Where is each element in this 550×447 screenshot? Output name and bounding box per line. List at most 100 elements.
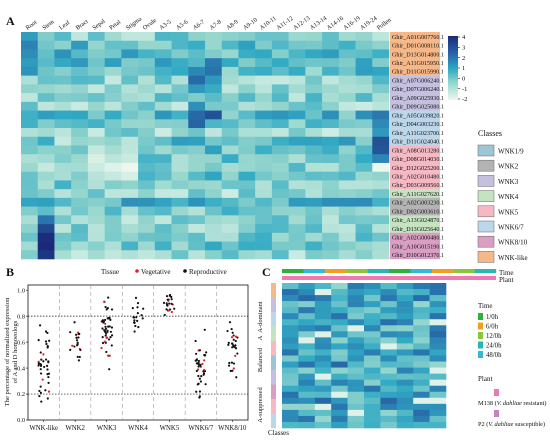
panel-b-point	[231, 369, 234, 372]
heatmap-a-cell	[188, 154, 206, 164]
heatmap-a-cell	[138, 32, 156, 42]
heatmap-c-cell	[282, 361, 299, 368]
heatmap-a-cell	[121, 250, 139, 260]
heatmap-c-cell	[331, 283, 348, 290]
heatmap-a-cell	[171, 215, 189, 225]
heatmap-a-cell	[104, 171, 122, 181]
heatmap-c-cell	[347, 313, 365, 320]
panel-b-point	[102, 321, 105, 324]
heatmap-a-cell	[21, 215, 39, 225]
heatmap-a-cell	[271, 197, 289, 207]
heatmap-a-cell	[154, 93, 172, 103]
heatmap-a-cell	[104, 128, 122, 138]
panel-b-point	[47, 375, 50, 379]
heatmap-a-cell	[37, 49, 55, 59]
heatmap-a-cell	[238, 128, 256, 138]
heatmap-a-cell	[171, 206, 189, 216]
heatmap-a-cell	[37, 241, 55, 251]
legend-vegetative-dot	[135, 269, 139, 273]
heatmap-a-cell	[372, 58, 390, 68]
heatmap-a-cell	[238, 189, 256, 199]
heatmap-a-cell	[121, 40, 139, 50]
heatmap-a-cell	[338, 189, 356, 199]
heatmap-a-cell	[71, 93, 89, 103]
gene-label-bg	[390, 154, 440, 164]
heatmap-c-cell	[347, 343, 365, 350]
heatmap-a-cell	[338, 49, 356, 59]
panel-b-label: B	[6, 265, 14, 279]
heatmap-a-cell	[338, 206, 356, 216]
heatmap-a-cell	[121, 66, 139, 76]
heatmap-a-cell	[121, 128, 139, 138]
heatmap-a-cell	[54, 128, 72, 138]
heatmap-c-cell	[282, 343, 299, 350]
heatmap-a-cell	[355, 206, 373, 216]
heatmap-a-cell	[338, 66, 356, 76]
heatmap-a-cell	[288, 232, 306, 242]
heatmap-a-cell	[171, 224, 189, 234]
panel-b-point	[232, 362, 236, 365]
time-bar-segment	[346, 269, 368, 273]
heatmap-c-cell	[314, 283, 332, 290]
heatmap-a-cell	[221, 101, 239, 111]
heatmap-a-cell	[121, 110, 139, 120]
heatmap-a-cell	[121, 241, 139, 251]
panel-b-point	[197, 374, 200, 378]
plant-name: P2 (V. dahliae susceptible)	[478, 421, 545, 428]
heatmap-a-cell	[255, 128, 273, 138]
heatmap-c-cell	[314, 349, 332, 356]
heatmap-c-cell	[380, 421, 398, 429]
heatmap-a-cell	[255, 180, 273, 190]
heatmap-c-cell	[282, 325, 299, 332]
heatmap-a-cell	[21, 40, 39, 50]
panel-b-point	[195, 390, 198, 393]
panel-b-point	[170, 310, 173, 314]
heatmap-c-cell	[282, 379, 299, 387]
tissue-label: A13-14	[309, 15, 328, 32]
panel-b-point	[133, 319, 136, 322]
heatmap-a-cell	[54, 58, 72, 68]
heatmap-a-cell	[355, 145, 373, 155]
heatmap-a-cell	[205, 110, 223, 120]
heatmap-c-cell	[282, 403, 299, 411]
heatmap-a-cell	[205, 171, 223, 181]
panel-b-point	[107, 354, 111, 357]
heatmap-a-cell	[205, 241, 223, 251]
classes-strip-segment	[271, 326, 276, 342]
gene-label-bg	[390, 119, 440, 129]
time-name: 12/0h	[486, 333, 502, 340]
gene-label: Ghir_D01G008110.1	[392, 44, 444, 50]
heatmap-a-cell	[104, 189, 122, 199]
panel-b-point	[135, 316, 138, 319]
heatmap-a-cell	[154, 119, 172, 129]
panel-b-point	[201, 362, 204, 365]
heatmap-a-cell	[121, 206, 139, 216]
heatmap-c-cell	[282, 391, 299, 399]
heatmap-c-cell	[396, 397, 414, 405]
heatmap-a-cell	[205, 40, 223, 50]
heatmap-c-cell	[314, 415, 332, 423]
heatmap-a-cell	[322, 224, 340, 234]
heatmap-a-cell	[138, 224, 156, 234]
heatmap-c-cell	[331, 373, 348, 380]
class-swatch	[477, 175, 495, 187]
heatmap-a-cell	[221, 180, 239, 190]
heatmap-a-cell	[138, 93, 156, 103]
heatmap-a-cell	[271, 215, 289, 225]
panel-b-point	[44, 340, 48, 343]
gene-label: Ghir_A11G023700.1	[392, 131, 444, 137]
heatmap-a-cell	[338, 215, 356, 225]
heatmap-a-cell	[87, 93, 105, 103]
heatmap-a-cell	[355, 241, 373, 251]
heatmap-c-cell	[331, 415, 348, 423]
gene-label-bg	[390, 66, 440, 76]
heatmap-a-cell	[104, 154, 122, 164]
time-swatch	[478, 313, 483, 320]
heatmap-a-cell	[54, 145, 72, 155]
heatmap-a-cell	[188, 75, 206, 85]
heatmap-a-cell	[288, 215, 306, 225]
heatmap-a-cell	[288, 241, 306, 251]
heatmap-a-cell	[355, 232, 373, 242]
heatmap-c-cell	[314, 289, 332, 296]
